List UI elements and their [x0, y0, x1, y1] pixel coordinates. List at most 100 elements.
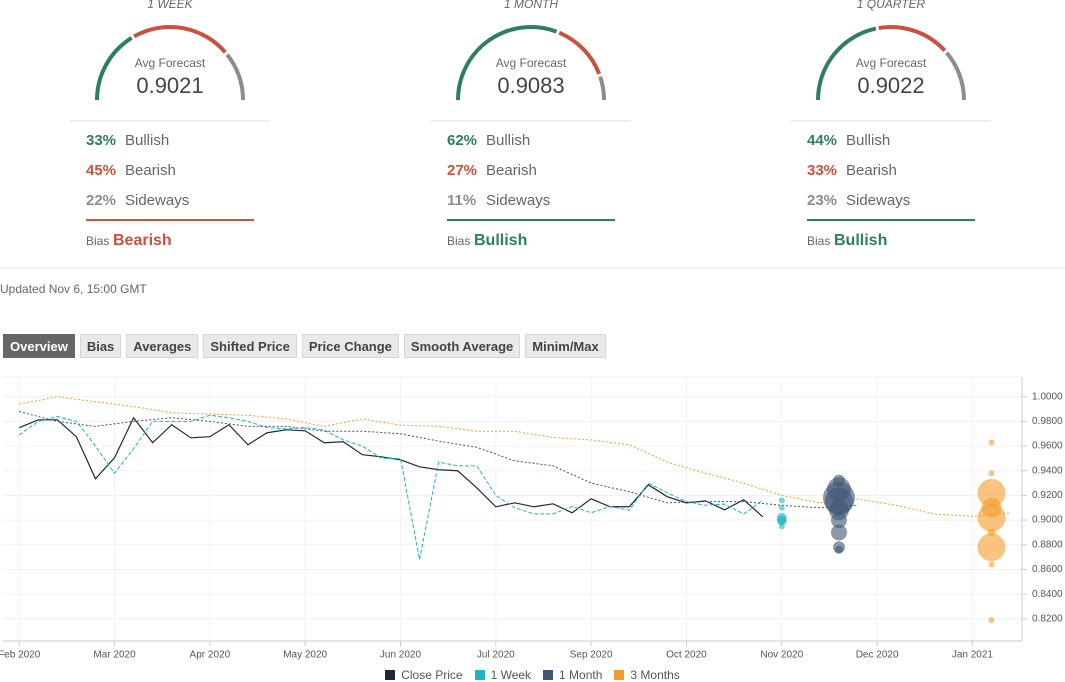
x-tick-label: Jun 2020: [380, 650, 422, 661]
gauge-segment: [945, 51, 966, 101]
forecast-bubble: [988, 561, 995, 568]
bias-value: Bullish: [474, 232, 527, 249]
avg-value: 0.9022: [857, 73, 924, 98]
y-tick-label: 0.9400: [1032, 465, 1063, 476]
percent: 27%: [447, 162, 477, 179]
tab[interactable]: Smooth Average: [403, 334, 521, 358]
forecast-bubble: [826, 477, 851, 502]
period-title: 1 WEEK: [147, 0, 193, 11]
forecast-bubble: [778, 497, 785, 504]
x-tick-label: Apr 2020: [190, 650, 231, 661]
x-tick-label: Dec 2020: [856, 650, 899, 661]
sentiment-label: Sideways: [486, 192, 550, 209]
forecast-bubble: [777, 517, 786, 526]
bias-label: Bias: [447, 234, 470, 248]
series-line: [19, 396, 1011, 517]
forecast-bubble: [988, 470, 995, 477]
sentiment-label: Bearish: [846, 162, 897, 179]
tab[interactable]: Minim/Max: [525, 334, 606, 358]
avg-label: Avg Forecast: [496, 56, 567, 70]
x-tick-label: May 2020: [283, 650, 327, 661]
series-line: [19, 411, 859, 509]
gauge-segment: [558, 30, 602, 75]
forecast-bubble: [832, 541, 845, 554]
tab[interactable]: Overview: [3, 334, 75, 358]
gauge-segment: [95, 36, 133, 101]
avg-label: Avg Forecast: [135, 56, 206, 70]
forecast-bubble: [822, 481, 855, 514]
forecast-bubble: [828, 500, 849, 521]
legend-swatch: [385, 670, 396, 680]
forecast-bubble: [987, 528, 996, 537]
forecast-bubble: [776, 515, 787, 526]
percent: 33%: [86, 132, 116, 149]
tab[interactable]: Averages: [126, 334, 199, 358]
avg-value: 0.9083: [497, 73, 564, 98]
x-tick-label: Jul 2020: [477, 650, 515, 661]
x-tick-label: Jan 2021: [952, 650, 994, 661]
sentiment-label: Bearish: [486, 162, 537, 179]
avg-label: Avg Forecast: [856, 56, 927, 70]
forecast-panels: 1 WEEK 33% Bullish 45% Bearish 22% Sideways Avg…: [0, 0, 1065, 269]
x-tick-label: Feb 2020: [0, 650, 41, 661]
x-tick-label: Nov 2020: [760, 650, 803, 661]
percent: 44%: [807, 132, 837, 149]
y-tick-label: 0.8800: [1032, 539, 1063, 550]
y-tick-label: 0.9800: [1032, 416, 1063, 427]
forecast-bubble: [988, 617, 995, 624]
forecast-bubble: [977, 533, 1006, 562]
bias-label: Bias: [86, 234, 109, 248]
legend-label: Close Price: [401, 668, 463, 682]
sentiment-label: Bullish: [846, 132, 890, 149]
percent: 22%: [86, 192, 116, 209]
y-tick-label: 0.8400: [1032, 589, 1063, 600]
tab[interactable]: Shifted Price: [203, 334, 297, 358]
gauge-segment: [133, 25, 227, 54]
forecast-bubble: [824, 487, 853, 516]
sentiment-label: Bearish: [125, 162, 176, 179]
legend: Close Price 1 Week 1 Month 3 Months: [0, 668, 1065, 682]
gauge-segment: [816, 26, 877, 101]
series-line: [18, 414, 764, 560]
forecast-bubble: [977, 503, 1006, 532]
gauge-segment: [225, 53, 245, 101]
legend-swatch: [543, 670, 554, 680]
forecast-bubble: [977, 478, 1006, 507]
forecast-bubble: [778, 523, 785, 530]
period-title: 1 QUARTER: [857, 0, 926, 11]
y-tick-label: 0.8600: [1032, 564, 1063, 575]
legend-item[interactable]: 1 Month: [543, 668, 602, 682]
forecast-bubble: [776, 512, 787, 523]
x-tick-label: Sep 2020: [570, 650, 613, 661]
forecast-bubble: [830, 512, 847, 529]
bias-value: Bearish: [113, 232, 172, 249]
forecast-bubble: [832, 474, 845, 487]
avg-value: 0.9021: [136, 73, 203, 98]
percent: 45%: [86, 162, 116, 179]
bias-value: Bullish: [834, 232, 887, 249]
y-tick-label: 0.9600: [1032, 441, 1063, 452]
y-tick-label: 0.9200: [1032, 490, 1063, 501]
x-tick-label: Mar 2020: [93, 650, 136, 661]
forecast-bubble: [778, 504, 785, 511]
series-line: [18, 416, 764, 518]
sentiment-label: Sideways: [846, 192, 910, 209]
percent: 33%: [807, 162, 837, 179]
legend-label: 1 Month: [559, 668, 603, 682]
legend-item[interactable]: Close Price: [385, 668, 463, 682]
gauge-segment: [878, 25, 947, 53]
forecast-bubble: [981, 497, 1002, 518]
tab[interactable]: Bias: [79, 334, 122, 358]
y-tick-label: 1.0000: [1032, 391, 1063, 402]
legend-label: 1 Week: [490, 668, 532, 682]
legend-item[interactable]: 3 Months: [614, 668, 680, 682]
tab[interactable]: Price Change: [301, 334, 399, 358]
gauge-segment: [456, 25, 558, 101]
sentiment-label: Sideways: [125, 192, 189, 209]
period-title: 1 MONTH: [504, 0, 558, 11]
forecast-bubble: [830, 524, 847, 541]
x-tick-label: Oct 2020: [666, 650, 707, 661]
percent: 11%: [447, 192, 476, 209]
legend-item[interactable]: 1 Week: [474, 668, 532, 682]
bias-label: Bias: [807, 234, 830, 248]
